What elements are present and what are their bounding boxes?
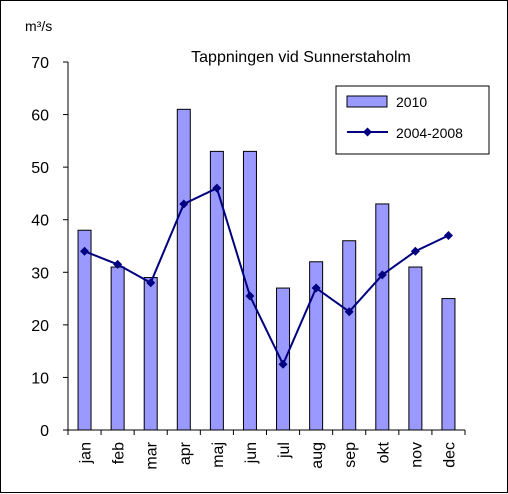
x-tick-label-feb: feb (111, 442, 128, 464)
bar-jun (242, 150, 257, 431)
x-tick-label-jun: jun (243, 442, 260, 464)
x-tick-label-mar: mar (144, 441, 161, 469)
bar-maj (209, 150, 224, 431)
chart-title: Tappningen vid Sunnerstaholm (191, 49, 411, 66)
legend-swatch-2010 (346, 95, 388, 108)
bar-feb (110, 266, 125, 431)
marker-2004-2008-nov (410, 246, 420, 256)
x-tick-label-apr: apr (177, 441, 194, 465)
bar-okt (375, 203, 390, 431)
x-tick-label-sep: sep (342, 442, 359, 468)
line-layer (80, 183, 453, 369)
x-tick-label-aug: aug (309, 442, 326, 469)
marker-2004-2008-dec (443, 230, 453, 240)
y-tick-label-30: 30 (31, 265, 49, 282)
bar-apr (176, 108, 191, 431)
y-tick-label-20: 20 (31, 318, 49, 335)
x-tick-label-dec: dec (441, 442, 458, 468)
x-tick-label-jul: jul (276, 442, 293, 459)
marker-2004-2008-jul (278, 359, 288, 369)
bar-sep (342, 240, 357, 431)
marker-2004-2008-apr (179, 199, 189, 209)
marker-2004-2008-mar (146, 278, 156, 288)
y-tick-label-40: 40 (31, 213, 49, 230)
axes-layer: 0 10 20 30 40 50 60 70 jan feb mar apr maj jun jul aug s… (31, 55, 466, 470)
marker-2004-2008-jan (80, 246, 90, 256)
marker-2004-2008-sep (344, 307, 354, 317)
bar-mar (143, 277, 158, 431)
y-axis-unit-label: m³/s (25, 18, 52, 34)
legend: 2010 2004-2008 (335, 85, 490, 155)
marker-2004-2008-maj (212, 183, 222, 193)
marker-2004-2008-feb (113, 259, 123, 269)
bar-dec (441, 298, 456, 431)
marker-2004-2008-okt (377, 270, 387, 280)
bar-jul (276, 287, 291, 431)
y-tick-label-70: 70 (31, 55, 49, 72)
y-tick-label-0: 0 (40, 423, 49, 440)
legend-label-2010: 2010 (396, 94, 427, 110)
x-tick-label-nov: nov (408, 442, 425, 468)
x-tick-label-okt: okt (375, 441, 392, 463)
marker-2004-2008-aug (311, 283, 321, 293)
y-tick-label-10: 10 (31, 370, 49, 387)
series-line-2004-2008 (84, 186, 449, 367)
bar-nov (408, 266, 423, 431)
x-tick-label-jan: jan (78, 442, 95, 464)
marker-2004-2008-jun (245, 291, 255, 301)
x-tick-label-maj: maj (210, 442, 227, 468)
legend-marker-2004-2008 (363, 127, 372, 137)
bars-layer (77, 108, 456, 431)
bar-jan (77, 229, 92, 431)
y-tick-label-50: 50 (31, 160, 49, 177)
legend-label-2004-2008: 2004-2008 (396, 125, 463, 141)
y-tick-label-60: 60 (31, 108, 49, 125)
